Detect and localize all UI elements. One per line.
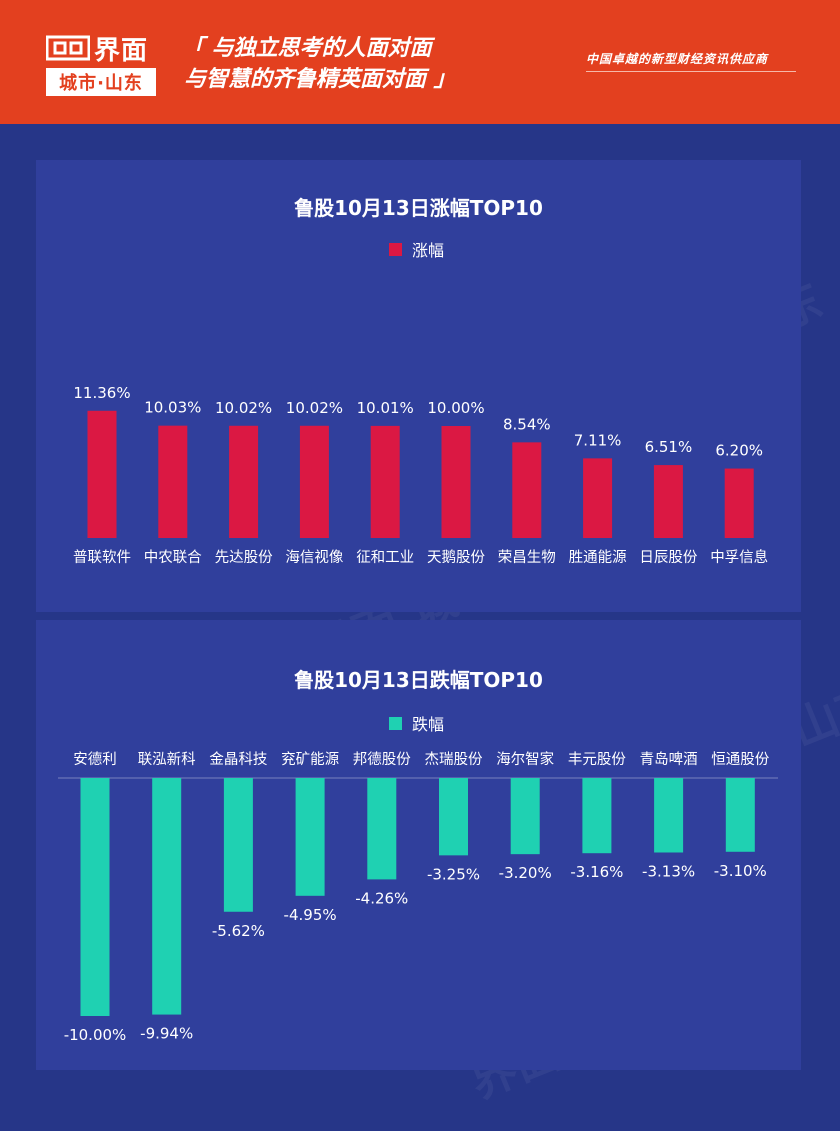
bar [439, 778, 468, 856]
category-label: 金晶科技 [209, 751, 267, 768]
data-label: 11.36% [73, 384, 130, 402]
data-label: 8.54% [503, 415, 551, 433]
bar [367, 778, 397, 880]
data-label: 6.20% [715, 442, 763, 460]
data-label: -4.95% [284, 906, 337, 924]
data-label: 10.00% [427, 399, 484, 417]
bar [80, 778, 110, 1016]
chart-legend: 跌幅 [389, 711, 444, 735]
bar [223, 778, 253, 912]
gainers-chart-panel: 鲁股10月13日涨幅TOP10 涨幅 11.36% 普联软件 10.03% 中农联合 1… [36, 160, 801, 612]
category-label: 海信视像 [285, 549, 343, 566]
logo-main-text: 界面 [94, 35, 149, 66]
data-label: -10.00% [64, 1026, 127, 1044]
bar [512, 442, 542, 538]
category-label: 征和工业 [356, 549, 414, 566]
data-label: -3.16% [570, 863, 623, 881]
bar [229, 425, 259, 538]
bar [583, 458, 613, 538]
tagline-divider [586, 71, 796, 72]
tagline: 中国卓越的新型财经资讯供应商 [586, 52, 769, 66]
bar [510, 778, 540, 855]
data-label: -3.25% [427, 865, 480, 883]
category-label: 杰瑞股份 [425, 751, 483, 768]
data-label: -3.13% [642, 862, 695, 880]
slogan-line-2: 与智慧的齐鲁精英面对面 」 [184, 67, 456, 92]
category-label: 胜通能源 [569, 549, 627, 566]
category-label: 联泓新科 [138, 751, 196, 768]
category-label: 海尔智家 [496, 751, 554, 768]
losers-bar-chart: 安德利 -10.00% 联泓新科 -9.94% 金晶科技 -5.62% 兖矿能源 -4.95%… [58, 751, 778, 1044]
data-label: 10.02% [286, 399, 343, 417]
slogan: 「 与独立思考的人面对面 与智慧的齐鲁精英面对面 」 [182, 33, 456, 95]
brand-logo-icon [46, 35, 90, 61]
category-label: 青岛啤酒 [640, 751, 698, 768]
data-label: 6.51% [645, 438, 693, 456]
chart-legend: 涨幅 [389, 237, 444, 261]
bar [724, 468, 754, 538]
legend-swatch [389, 716, 402, 730]
category-label: 天鹅股份 [427, 549, 485, 566]
category-label: 普联软件 [73, 549, 131, 566]
bar [158, 425, 188, 538]
header-banner: 界面 城市·山东 「 与独立思考的人面对面 与智慧的齐鲁精英面对面 」 中国卓越… [0, 0, 840, 124]
bar [582, 778, 612, 854]
data-label: 7.11% [574, 431, 622, 449]
legend-label: 跌幅 [412, 715, 445, 734]
data-label: -4.26% [355, 889, 408, 907]
category-label: 先达股份 [215, 549, 273, 566]
logo-sub-text: 城市·山东 [46, 68, 156, 96]
data-label: 10.01% [357, 399, 414, 417]
chart-title: 鲁股10月13日涨幅TOP10 [294, 196, 543, 220]
data-label: -3.20% [499, 864, 552, 882]
bar [653, 465, 683, 538]
category-label: 恒通股份 [711, 751, 769, 768]
category-label: 荣昌生物 [498, 549, 556, 566]
category-label: 安德利 [73, 751, 117, 768]
legend-swatch [389, 242, 402, 256]
legend-label: 涨幅 [412, 241, 445, 260]
data-label: -3.10% [714, 862, 767, 880]
category-label: 邦德股份 [353, 751, 411, 768]
category-label: 日辰股份 [639, 549, 697, 566]
chart-title: 鲁股10月13日跌幅TOP10 [294, 668, 543, 692]
gainers-bar-chart: 11.36% 普联软件 10.03% 中农联合 10.02% 先达股份 10.02% 海信视像… [73, 384, 768, 566]
category-label: 中孚信息 [710, 549, 768, 566]
category-label: 兖矿能源 [281, 751, 339, 768]
bar [441, 426, 471, 538]
slogan-line-1: 「 与独立思考的人面对面 [182, 36, 432, 61]
category-label: 丰元股份 [568, 751, 626, 768]
bar [152, 778, 182, 1015]
data-label: -5.62% [212, 922, 265, 940]
brand-logo: 界面 城市·山东 [46, 31, 158, 97]
bar [299, 425, 329, 538]
bar [87, 410, 117, 538]
losers-chart-panel: 鲁股10月13日跌幅TOP10 跌幅 安德利 -10.00% 联泓新科 -9.94% 金… [36, 620, 801, 1070]
data-label: -9.94% [140, 1025, 193, 1043]
data-label: 10.02% [215, 399, 272, 417]
bar [370, 425, 400, 538]
category-label: 中农联合 [144, 549, 202, 566]
bar [654, 778, 684, 853]
bar [295, 778, 325, 896]
bar [725, 778, 755, 852]
data-label: 10.03% [144, 399, 201, 417]
